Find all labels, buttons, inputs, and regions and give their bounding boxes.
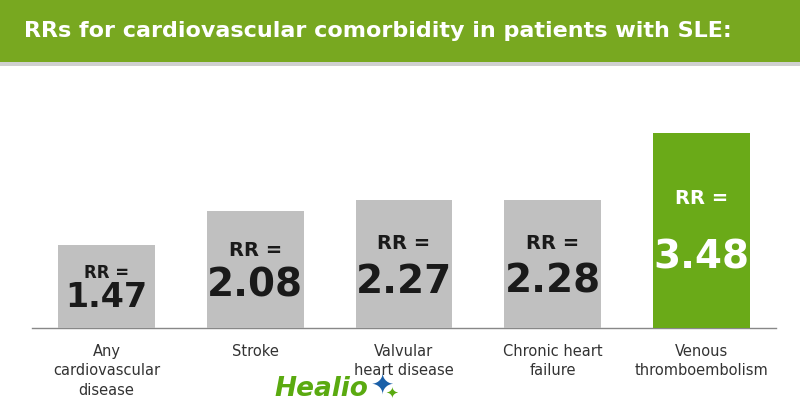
Text: 2.28: 2.28 xyxy=(505,262,601,301)
Text: RRs for cardiovascular comorbidity in patients with SLE:: RRs for cardiovascular comorbidity in pa… xyxy=(24,21,732,41)
Bar xyxy=(207,211,303,328)
Text: 3.48: 3.48 xyxy=(654,239,750,276)
Bar xyxy=(58,245,154,328)
Text: RR =: RR = xyxy=(675,189,728,208)
Bar xyxy=(356,200,452,328)
Text: ✦: ✦ xyxy=(386,386,398,401)
Text: ✦: ✦ xyxy=(370,372,394,399)
Bar xyxy=(654,133,750,328)
Text: 1.47: 1.47 xyxy=(66,281,147,315)
Text: 2.27: 2.27 xyxy=(356,263,452,301)
Text: RR =: RR = xyxy=(84,264,129,282)
Text: RR =: RR = xyxy=(526,234,579,253)
Text: RR =: RR = xyxy=(229,241,282,260)
Bar xyxy=(505,200,601,328)
Text: Healio: Healio xyxy=(274,375,368,402)
Text: 2.08: 2.08 xyxy=(207,267,303,304)
Text: RR =: RR = xyxy=(378,234,430,253)
